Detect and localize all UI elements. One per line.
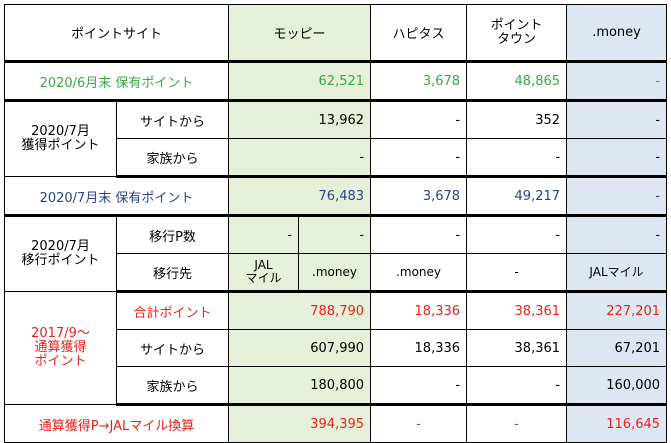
july-earned-family-money: -: [566, 138, 668, 178]
june-hapitas: 3,678: [370, 61, 468, 102]
row-june-holdings: 2020/6月末 保有ポイント 62,521 3,678 48,865 -: [3, 61, 668, 102]
july-pointtown: 49,217: [466, 176, 568, 217]
header-site: ポイントサイト: [3, 4, 230, 63]
cumulative-group: 2017/9～ 通算獲得 ポイント: [4, 291, 117, 405]
cumulative-site-hapitas: 18,336: [370, 329, 468, 367]
july-earned-site-hapitas: -: [370, 100, 468, 139]
june-money: -: [566, 61, 668, 102]
transfer-group-line1: 2020/7月: [31, 239, 90, 254]
header-pointtown-line1: ポイント: [490, 17, 543, 33]
header-hapitas: ハピタス: [370, 4, 468, 63]
transfer-count-moppy-jal: -: [228, 215, 300, 254]
cumulative-site-money: 67,201: [566, 329, 668, 367]
july-earned-site-money: -: [566, 100, 668, 139]
transfer-count-money: -: [566, 215, 668, 254]
cumulative-total-pointtown: 38,361: [466, 291, 568, 330]
cumulative-site-pointtown: 38,361: [466, 329, 568, 367]
july-earned-family-moppy: -: [228, 138, 372, 178]
july-moppy: 76,483: [228, 176, 372, 217]
transfer-dest-label: 移行先: [115, 253, 230, 293]
july-earned-site-pointtown: 352: [466, 100, 568, 139]
july-money: -: [566, 176, 668, 217]
cumulative-family-pointtown: -: [466, 366, 568, 406]
header-money: .money: [566, 4, 668, 63]
july-earned-site-label: サイトから: [115, 100, 230, 139]
july-earned-group-line2: 獲得ポイント: [21, 138, 100, 153]
row-july-earned-family: 家族から - - - -: [5, 138, 668, 178]
cumulative-total-money: 227,201: [566, 291, 668, 330]
cumulative-family-label: 家族から: [115, 366, 230, 406]
transfer-count-pointtown: -: [466, 215, 568, 254]
cumulative-family-moppy: 180,800: [228, 366, 372, 406]
transfer-count-moppy-money: -: [298, 215, 372, 254]
transfer-dest-moppy-jal-line2: マイル: [245, 271, 282, 285]
cumulative-group-line1: 2017/9～: [31, 326, 90, 341]
transfer-dest-pointtown: -: [466, 253, 568, 293]
row-cumulative-site: サイトから 607,990 18,336 38,361 67,201: [5, 329, 668, 367]
points-table: ポイントサイト モッピー ハピタス ポイント タウン .money 2020/6…: [3, 4, 668, 443]
cumulative-site-moppy: 607,990: [228, 329, 372, 367]
cumulative-group-line3: ポイント: [34, 354, 87, 369]
cumulative-family-hapitas: -: [370, 366, 468, 406]
row-transfer-dest: 移行先 JAL マイル .money .money - JALマイル: [5, 253, 668, 293]
transfer-group: 2020/7月 移行ポイント: [4, 215, 117, 292]
row-transfer-count: 2020/7月 移行ポイント 移行P数 - - - - -: [4, 215, 668, 292]
july-earned-group: 2020/7月 獲得ポイント: [4, 100, 117, 177]
row-july-holdings: 2020/7月末 保有ポイント 76,483 3,678 49,217 -: [3, 176, 668, 217]
transfer-dest-money: JALマイル: [566, 253, 668, 293]
header-moppy: モッピー: [228, 4, 372, 63]
july-label: 2020/7月末 保有ポイント: [3, 176, 230, 217]
june-moppy: 62,521: [228, 61, 372, 102]
points-table-wrapper: ポイントサイト モッピー ハピタス ポイント タウン .money 2020/6…: [3, 4, 668, 443]
cumulative-group-line2: 通算獲得: [34, 340, 87, 355]
header-pointtown-line2: タウン: [497, 31, 537, 47]
july-earned-family-label: 家族から: [115, 138, 230, 178]
header-pointtown: ポイント タウン: [466, 4, 568, 63]
row-cumulative-family: 家族から 180,800 - - 160,000: [5, 366, 668, 406]
july-earned-site-moppy: 13,962: [228, 100, 372, 139]
june-pointtown: 48,865: [466, 61, 568, 102]
july-earned-family-pointtown: -: [466, 138, 568, 178]
row-cumulative-total: 2017/9～ 通算獲得 ポイント 合計ポイント 788,790 18,336 …: [4, 291, 668, 405]
july-hapitas: 3,678: [370, 176, 468, 217]
cumulative-family-money: 160,000: [566, 366, 668, 406]
cumulative-total-moppy: 788,790: [228, 291, 372, 330]
row-july-earned-site: 2020/7月 獲得ポイント サイトから 13,962 - 352 -: [4, 100, 668, 177]
transfer-group-line2: 移行ポイント: [21, 253, 100, 268]
transfer-dest-moppy-money: .money: [298, 253, 372, 293]
transfer-dest-hapitas: .money: [370, 253, 468, 293]
transfer-dest-moppy-jal: JAL マイル: [228, 253, 300, 293]
july-earned-group-line1: 2020/7月: [31, 124, 90, 139]
cumulative-total-hapitas: 18,336: [370, 291, 468, 330]
cumulative-total-label: 合計ポイント: [115, 291, 230, 330]
june-label: 2020/6月末 保有ポイント: [3, 61, 230, 102]
transfer-count-label: 移行P数: [115, 215, 230, 254]
transfer-dest-moppy-jal-line1: JAL: [254, 258, 273, 272]
july-earned-family-hapitas: -: [370, 138, 468, 178]
transfer-count-hapitas: -: [370, 215, 468, 254]
header-row: ポイントサイト モッピー ハピタス ポイント タウン .money: [3, 4, 668, 63]
cumulative-site-label: サイトから: [115, 329, 230, 367]
